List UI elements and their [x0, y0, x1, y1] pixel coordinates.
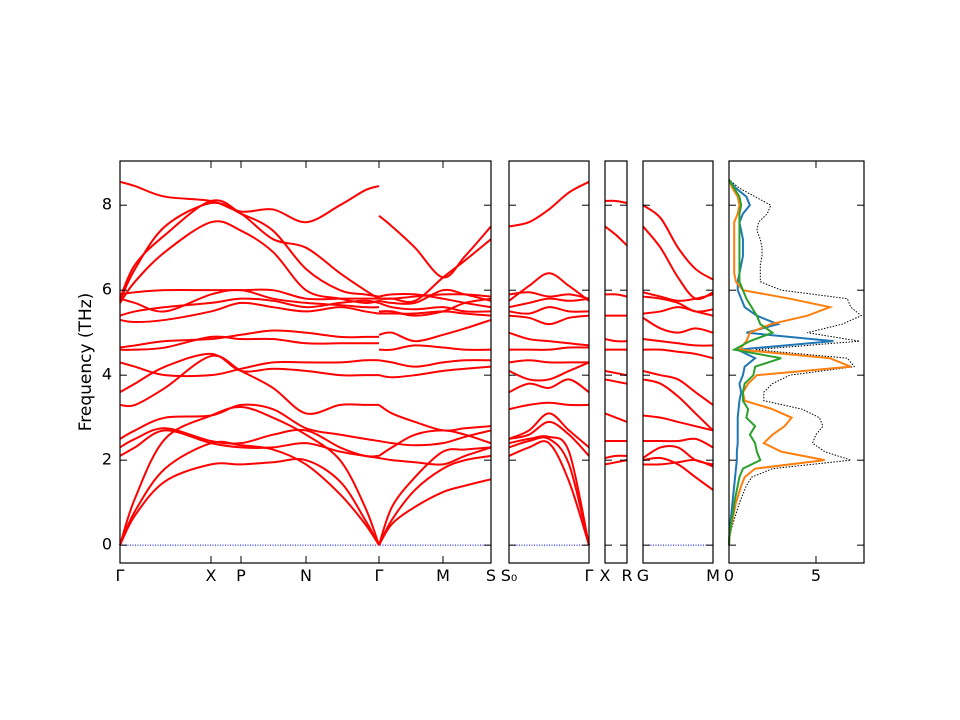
- x-tick-label: Γ: [116, 566, 125, 585]
- panel-frame: [604, 160, 628, 564]
- band: [642, 348, 714, 360]
- band: [508, 359, 589, 364]
- band: [509, 346, 590, 351]
- band: [508, 435, 590, 546]
- band: [119, 335, 492, 351]
- x-tick-label: X: [206, 566, 217, 585]
- band: [642, 414, 714, 432]
- band: [604, 225, 628, 247]
- panel-frame: [119, 160, 492, 564]
- x-tick-label: S₀: [501, 566, 518, 585]
- band: [508, 291, 590, 300]
- dos-line: [728, 179, 782, 546]
- band: [604, 338, 628, 343]
- band: [604, 293, 628, 298]
- y-tick-label: 0: [102, 535, 112, 554]
- band: [508, 272, 590, 302]
- band: [508, 412, 590, 449]
- band: [642, 316, 714, 334]
- y-tick-label: 6: [102, 280, 112, 299]
- band: [642, 225, 714, 301]
- band: [642, 338, 714, 347]
- band: [508, 378, 590, 394]
- band: [508, 331, 590, 347]
- band: [642, 378, 714, 432]
- band: [604, 459, 628, 466]
- dos-line: [728, 179, 863, 546]
- band: [604, 412, 628, 423]
- band: [119, 458, 492, 546]
- band: [642, 369, 714, 406]
- band: [642, 456, 714, 491]
- x-tick-label: X: [600, 566, 611, 585]
- band: [642, 306, 714, 317]
- y-tick-label: 8: [102, 195, 112, 214]
- band: [119, 220, 492, 305]
- band: [119, 440, 492, 546]
- band: [508, 297, 590, 309]
- dos-line: [728, 179, 834, 546]
- band: [508, 420, 590, 457]
- band: [508, 306, 590, 315]
- band: [119, 406, 492, 546]
- y-axis-label: Frequency (THz): [76, 293, 96, 432]
- band: [604, 199, 628, 205]
- band: [642, 204, 714, 281]
- dos-line: [728, 179, 852, 546]
- band: [642, 444, 714, 466]
- x-tick-label: S: [486, 566, 496, 585]
- x-tick-label: N: [300, 566, 312, 585]
- band: [604, 378, 628, 385]
- band: [508, 436, 590, 546]
- band: [119, 199, 492, 304]
- band: [604, 454, 628, 460]
- y-tick-label: 4: [102, 365, 112, 384]
- x-tick-label: G: [637, 566, 649, 585]
- x-tick-label: Γ: [375, 566, 384, 585]
- band: [119, 301, 492, 324]
- band: [119, 354, 492, 432]
- band: [119, 201, 492, 309]
- band: [119, 429, 492, 466]
- band: [642, 291, 714, 302]
- band: [119, 180, 492, 279]
- band: [119, 318, 492, 349]
- y-tick-label: 2: [102, 450, 112, 469]
- band: [642, 437, 714, 449]
- x-tick-label: 0: [724, 566, 734, 585]
- band: [119, 359, 492, 378]
- x-tick-label: Γ: [585, 566, 594, 585]
- band: [508, 180, 590, 228]
- band: [508, 361, 590, 382]
- band: [119, 352, 492, 394]
- panel-frame: [508, 160, 590, 564]
- panel-frame: [728, 160, 865, 564]
- band: [508, 440, 590, 546]
- x-tick-label: M: [436, 566, 450, 585]
- band: [508, 401, 590, 411]
- x-tick-label: 5: [811, 566, 821, 585]
- x-tick-label: R: [621, 566, 632, 585]
- panel-frame: [642, 160, 714, 564]
- x-tick-label: P: [236, 566, 246, 585]
- band: [642, 295, 714, 313]
- x-tick-label: M: [706, 566, 720, 585]
- band: [119, 403, 492, 447]
- band: [508, 314, 590, 326]
- band: [604, 369, 628, 377]
